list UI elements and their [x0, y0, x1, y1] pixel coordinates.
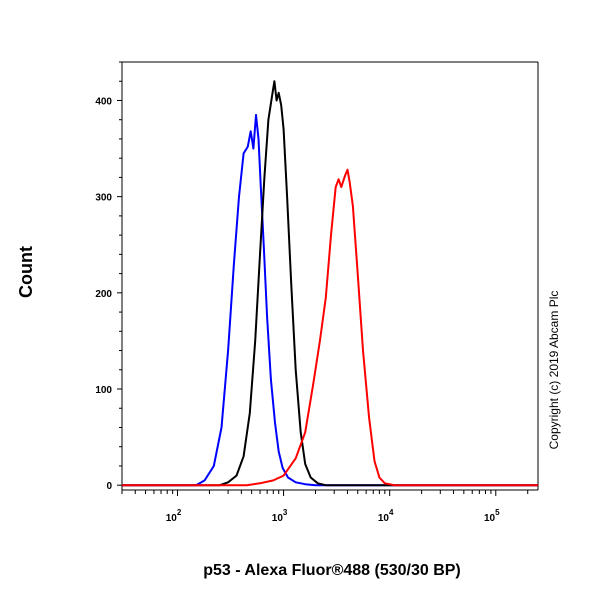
axes — [121, 61, 539, 491]
x-tick-label: 104 — [378, 508, 394, 524]
y-tick-label: 300 — [95, 193, 112, 204]
ticks: 102 103 104 105 0 100 200 300 400 — [95, 61, 529, 524]
x-tick-label: 102 — [166, 508, 182, 524]
histogram-series-2 — [122, 80, 538, 487]
y-axis-title: Count — [16, 246, 36, 298]
x-axis-title: p53 - Alexa Fluor®488 (530/30 BP) — [203, 562, 461, 579]
x-tick-label: 105 — [484, 508, 500, 524]
copyright-text: Copyright (c) 2019 Abcam Plc — [547, 291, 561, 450]
y-tick-label: 200 — [95, 289, 112, 300]
y-tick-label: 0 — [106, 481, 112, 492]
x-tick-label: 103 — [272, 508, 288, 524]
y-tick-label: 400 — [95, 96, 112, 107]
histogram-series-1 — [122, 113, 538, 487]
histogram-series-3 — [122, 168, 538, 487]
y-tick-label: 100 — [95, 385, 112, 396]
series-layer — [122, 80, 538, 487]
